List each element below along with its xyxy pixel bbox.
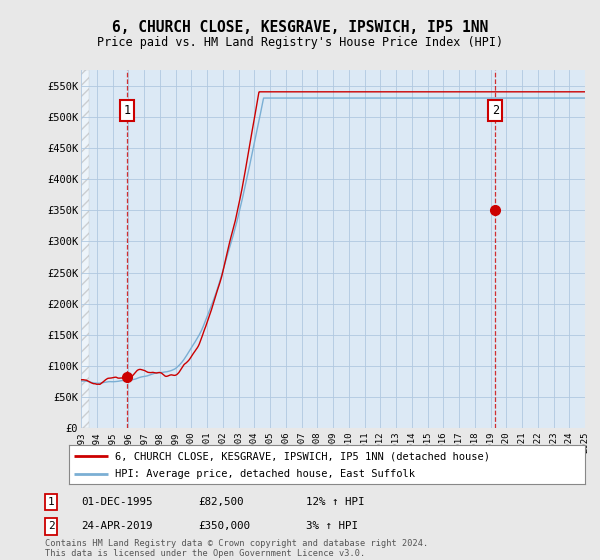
Text: 01-DEC-1995: 01-DEC-1995 (81, 497, 152, 507)
Text: 2: 2 (492, 104, 499, 117)
Text: 12% ↑ HPI: 12% ↑ HPI (306, 497, 365, 507)
Text: 1: 1 (47, 497, 55, 507)
Text: 24-APR-2019: 24-APR-2019 (81, 521, 152, 531)
Text: 1: 1 (124, 104, 131, 117)
Text: Price paid vs. HM Land Registry's House Price Index (HPI): Price paid vs. HM Land Registry's House … (97, 36, 503, 49)
Text: £350,000: £350,000 (198, 521, 250, 531)
Text: Contains HM Land Registry data © Crown copyright and database right 2024.
This d: Contains HM Land Registry data © Crown c… (45, 539, 428, 558)
Text: £82,500: £82,500 (198, 497, 244, 507)
Text: 3% ↑ HPI: 3% ↑ HPI (306, 521, 358, 531)
Text: HPI: Average price, detached house, East Suffolk: HPI: Average price, detached house, East… (115, 469, 415, 479)
Text: 2: 2 (47, 521, 55, 531)
Text: 6, CHURCH CLOSE, KESGRAVE, IPSWICH, IP5 1NN (detached house): 6, CHURCH CLOSE, KESGRAVE, IPSWICH, IP5 … (115, 451, 490, 461)
Text: 6, CHURCH CLOSE, KESGRAVE, IPSWICH, IP5 1NN: 6, CHURCH CLOSE, KESGRAVE, IPSWICH, IP5 … (112, 20, 488, 35)
